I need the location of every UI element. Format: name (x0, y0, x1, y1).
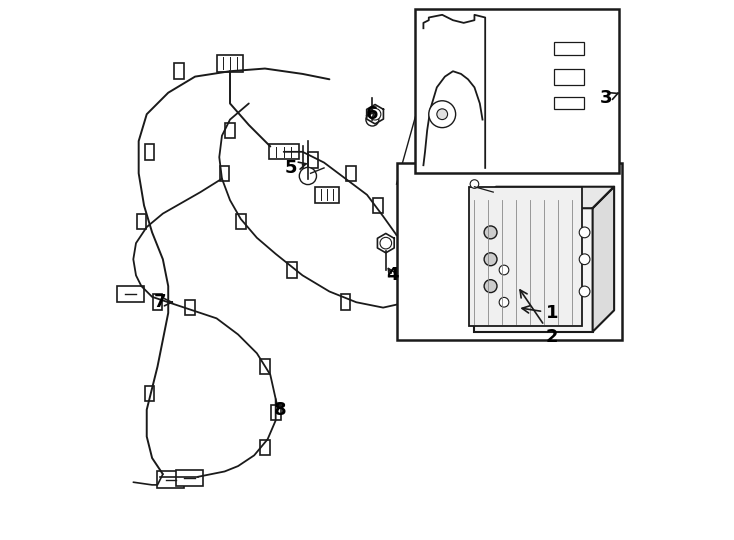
Circle shape (579, 286, 590, 297)
Bar (373, 198, 382, 213)
Circle shape (562, 91, 575, 105)
Bar (158, 471, 184, 488)
Bar (145, 144, 154, 159)
Circle shape (417, 186, 440, 210)
Circle shape (579, 227, 590, 238)
Bar (554, 69, 584, 85)
Text: 5: 5 (285, 159, 306, 177)
Circle shape (560, 31, 576, 47)
Circle shape (408, 177, 449, 218)
Bar (346, 166, 356, 181)
Bar (287, 262, 297, 278)
Circle shape (484, 253, 497, 266)
Circle shape (562, 62, 575, 76)
Bar (225, 123, 235, 138)
Bar (554, 42, 584, 55)
Circle shape (484, 280, 497, 293)
Circle shape (380, 238, 392, 249)
Circle shape (579, 254, 590, 265)
Circle shape (499, 265, 509, 275)
Bar (236, 214, 246, 230)
Bar (137, 214, 146, 230)
Text: 7: 7 (154, 293, 172, 311)
Text: 8: 8 (274, 401, 286, 418)
Circle shape (470, 180, 479, 188)
Bar (269, 144, 299, 159)
Bar (176, 470, 203, 486)
Bar (341, 294, 350, 310)
Circle shape (299, 167, 316, 185)
Circle shape (369, 109, 381, 120)
Circle shape (437, 109, 448, 119)
Bar (153, 294, 162, 310)
Bar (117, 286, 144, 302)
Text: 2: 2 (520, 290, 559, 346)
Bar (219, 166, 230, 181)
Bar (260, 359, 270, 374)
Bar (145, 386, 154, 401)
Text: 1: 1 (522, 304, 559, 322)
Bar (415, 9, 619, 173)
Bar (413, 257, 423, 272)
Circle shape (499, 298, 509, 307)
Bar (174, 64, 184, 79)
Bar (260, 440, 270, 455)
Bar (271, 404, 280, 420)
Text: 6: 6 (366, 105, 379, 123)
Circle shape (421, 232, 437, 248)
Text: 4: 4 (387, 266, 399, 285)
Circle shape (429, 101, 456, 127)
Circle shape (366, 113, 379, 126)
Circle shape (419, 271, 438, 291)
Bar (217, 55, 244, 72)
Bar (400, 294, 410, 310)
Text: 3: 3 (600, 89, 618, 107)
Circle shape (555, 25, 582, 52)
Circle shape (559, 123, 578, 143)
Bar (554, 97, 584, 109)
Bar (315, 187, 339, 203)
Circle shape (556, 86, 581, 110)
Polygon shape (474, 187, 614, 208)
Circle shape (418, 308, 440, 329)
Polygon shape (592, 187, 614, 332)
Bar (308, 152, 318, 167)
Bar (185, 300, 195, 315)
Bar (474, 208, 592, 332)
Circle shape (413, 265, 445, 297)
Circle shape (484, 226, 497, 239)
Bar (469, 187, 582, 326)
Bar (396, 163, 622, 340)
